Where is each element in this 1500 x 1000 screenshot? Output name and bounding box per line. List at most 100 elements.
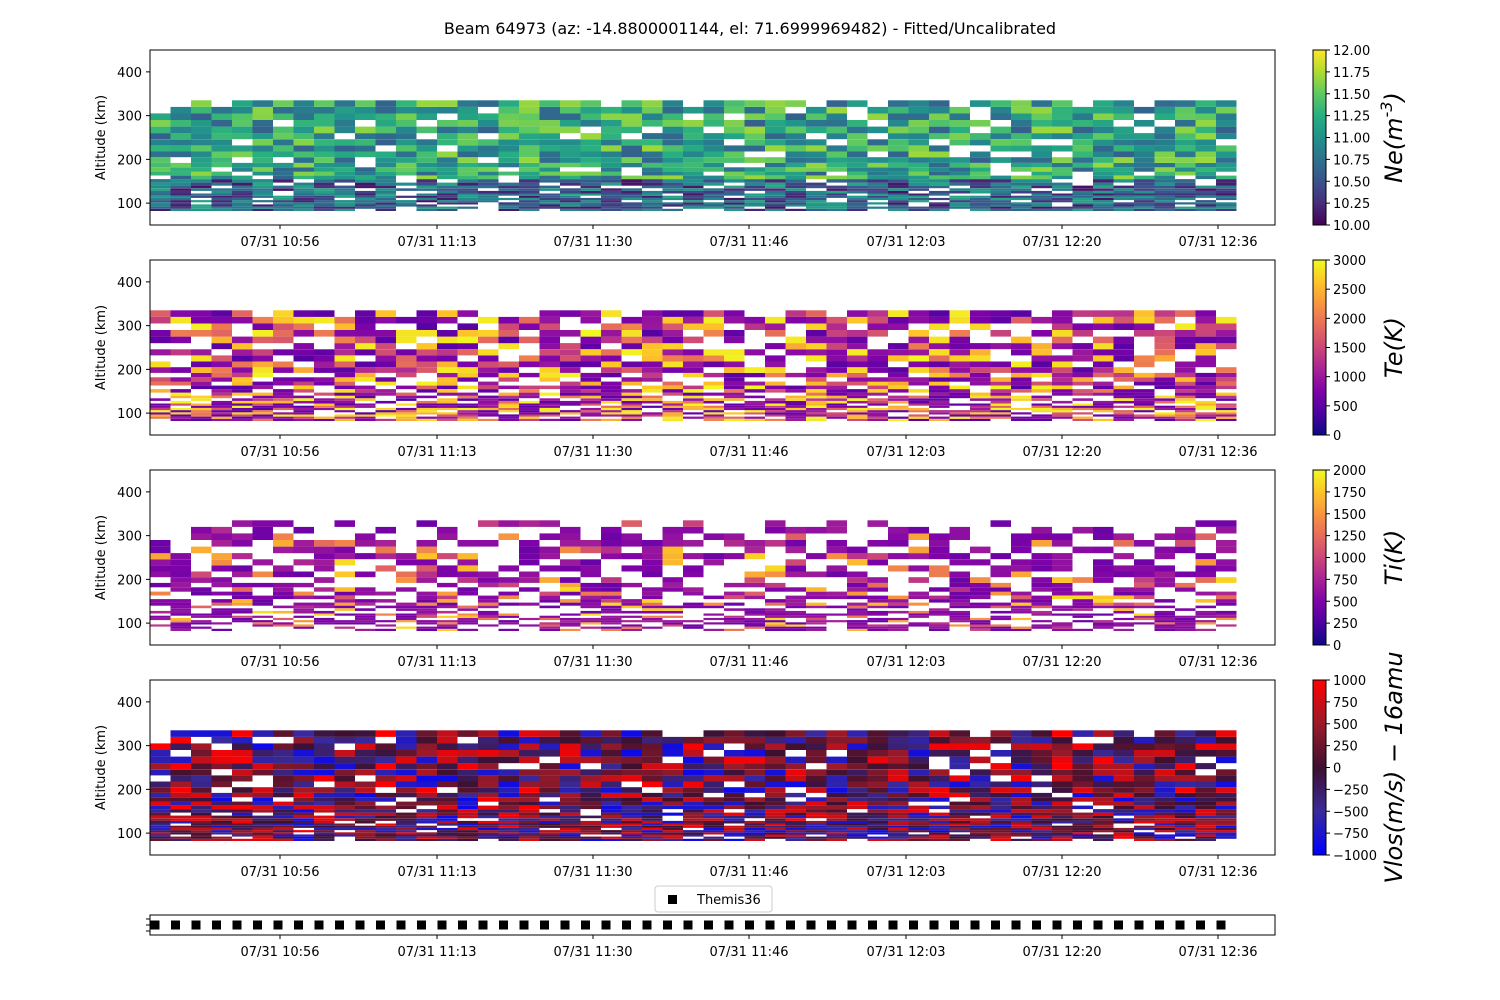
heatmap-cell bbox=[1154, 197, 1175, 201]
heatmap-cell bbox=[1216, 179, 1237, 183]
heatmap-cell bbox=[970, 381, 991, 386]
heatmap-cell bbox=[601, 392, 622, 396]
heatmap-cell bbox=[314, 179, 335, 183]
heatmap-cell bbox=[1216, 812, 1237, 816]
heatmap-cell bbox=[416, 565, 437, 572]
heatmap-cell bbox=[642, 367, 663, 373]
heatmap-cell bbox=[191, 208, 212, 211]
y-axis-label: Altitude (km) bbox=[94, 725, 109, 810]
heatmap-cell bbox=[744, 595, 765, 600]
heatmap-cell bbox=[1216, 615, 1237, 618]
heatmap-cell bbox=[867, 385, 888, 390]
heatmap-cell bbox=[908, 553, 929, 560]
heatmap-cell bbox=[1134, 208, 1155, 211]
heatmap-cell bbox=[1134, 595, 1155, 600]
heatmap-cell bbox=[826, 591, 847, 596]
heatmap-cell bbox=[765, 827, 786, 831]
heatmap-cell bbox=[949, 830, 970, 833]
heatmap-cell bbox=[744, 323, 765, 330]
heatmap-cell bbox=[765, 617, 786, 621]
heatmap-cell bbox=[765, 195, 786, 198]
heatmap-cell bbox=[1052, 206, 1073, 209]
heatmap-cell bbox=[1093, 818, 1114, 821]
heatmap-cell bbox=[785, 526, 806, 534]
heatmap-cell bbox=[908, 398, 929, 401]
heatmap-cell bbox=[826, 151, 847, 158]
heatmap-cell bbox=[252, 805, 273, 810]
heatmap-cell bbox=[375, 208, 396, 211]
heatmap-cell bbox=[457, 730, 478, 737]
heatmap-cell bbox=[560, 565, 581, 572]
heatmap-cell bbox=[785, 151, 806, 158]
heatmap-cell bbox=[314, 400, 335, 404]
heatmap-cell bbox=[211, 838, 232, 841]
heatmap-cell bbox=[519, 323, 540, 330]
heatmap-cell bbox=[683, 120, 704, 127]
heatmap-cell bbox=[273, 197, 294, 201]
heatmap-cell bbox=[498, 157, 519, 163]
heatmap-cell bbox=[1011, 113, 1032, 120]
heatmap-cell bbox=[847, 389, 868, 393]
heatmap-cell bbox=[621, 323, 642, 330]
heatmap-cell bbox=[970, 823, 991, 826]
heatmap-cell bbox=[191, 377, 212, 382]
heatmap-cell bbox=[150, 113, 171, 120]
heatmap-cell bbox=[949, 620, 970, 623]
heatmap-cell bbox=[970, 208, 991, 211]
heatmap-cell bbox=[355, 336, 376, 344]
heatmap-cell bbox=[867, 838, 888, 841]
heatmap-cell bbox=[170, 610, 191, 614]
heatmap-cell bbox=[703, 204, 724, 207]
heatmap-cell bbox=[970, 407, 991, 411]
heatmap-cell bbox=[847, 202, 868, 205]
heatmap-cell bbox=[806, 193, 827, 196]
heatmap-cell bbox=[826, 730, 847, 737]
heatmap-cell bbox=[867, 818, 888, 821]
heatmap-cell bbox=[1093, 823, 1114, 826]
heatmap-cell bbox=[580, 355, 601, 362]
heatmap-cell bbox=[621, 750, 642, 757]
heatmap-cell bbox=[314, 355, 335, 362]
heatmap-cell bbox=[457, 372, 478, 378]
heatmap-cell bbox=[1195, 622, 1216, 625]
heatmap-cell bbox=[867, 582, 888, 588]
heatmap-cell bbox=[642, 797, 663, 802]
heatmap-cell bbox=[703, 825, 724, 828]
heatmap-cell bbox=[724, 193, 745, 196]
heatmap-cell bbox=[437, 792, 458, 798]
heatmap-cell bbox=[580, 825, 601, 828]
heatmap-cell bbox=[1072, 133, 1093, 140]
heatmap-cell bbox=[662, 823, 683, 826]
heatmap-cell bbox=[1216, 834, 1237, 837]
heatmap-cell bbox=[416, 605, 437, 609]
heatmap-cell bbox=[293, 730, 314, 737]
heatmap-cell bbox=[1134, 403, 1155, 406]
heatmap-cell bbox=[191, 385, 212, 390]
heatmap-cell bbox=[867, 559, 888, 566]
heatmap-cell bbox=[970, 787, 991, 793]
heatmap-cell bbox=[191, 120, 212, 127]
heatmap-cell bbox=[498, 838, 519, 841]
heatmap-cell bbox=[416, 418, 437, 421]
heatmap-cell bbox=[1134, 781, 1155, 788]
heatmap-cell bbox=[1093, 613, 1114, 616]
heatmap-cell bbox=[396, 126, 417, 134]
heatmap-cell bbox=[888, 120, 909, 127]
heatmap-cell bbox=[211, 775, 232, 782]
heatmap-cell bbox=[273, 171, 294, 176]
heatmap-cell bbox=[1175, 400, 1196, 404]
heatmap-cell bbox=[867, 815, 888, 819]
heatmap-cell bbox=[355, 197, 376, 201]
heatmap-cell bbox=[1031, 836, 1052, 839]
heatmap-cell bbox=[1113, 193, 1134, 196]
heatmap-cell bbox=[949, 526, 970, 534]
heatmap-cell bbox=[580, 208, 601, 211]
heatmap-cell bbox=[1093, 595, 1114, 600]
heatmap-cell bbox=[519, 617, 540, 621]
heatmap-cell bbox=[457, 398, 478, 401]
heatmap-cell bbox=[232, 367, 253, 373]
heatmap-cell bbox=[498, 787, 519, 793]
heatmap-cell bbox=[1052, 781, 1073, 788]
heatmap-cell bbox=[539, 330, 560, 337]
heatmap-cell bbox=[396, 372, 417, 378]
